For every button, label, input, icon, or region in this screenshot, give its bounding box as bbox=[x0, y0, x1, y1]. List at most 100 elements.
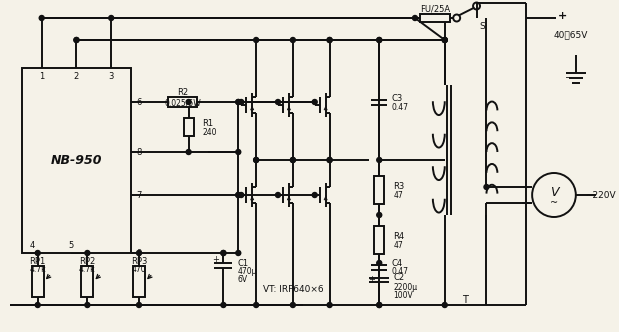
Circle shape bbox=[35, 251, 40, 256]
Text: S: S bbox=[480, 22, 485, 31]
Circle shape bbox=[85, 251, 90, 256]
Text: +: + bbox=[368, 275, 375, 284]
Circle shape bbox=[290, 302, 295, 307]
Circle shape bbox=[377, 212, 382, 217]
Text: +: + bbox=[212, 256, 219, 265]
Text: NB-950: NB-950 bbox=[51, 154, 102, 167]
Text: C2: C2 bbox=[393, 274, 404, 283]
Text: 6: 6 bbox=[136, 98, 141, 107]
Text: 9: 9 bbox=[136, 248, 141, 258]
Circle shape bbox=[377, 157, 382, 162]
Bar bbox=[374, 226, 384, 254]
Bar bbox=[184, 118, 194, 136]
Text: T: T bbox=[462, 295, 467, 305]
Circle shape bbox=[275, 193, 280, 198]
Circle shape bbox=[290, 38, 295, 42]
Circle shape bbox=[377, 302, 382, 307]
Circle shape bbox=[85, 302, 90, 307]
Circle shape bbox=[74, 38, 79, 42]
Text: 470μ: 470μ bbox=[237, 267, 257, 276]
Text: 100V: 100V bbox=[393, 291, 413, 300]
Circle shape bbox=[186, 100, 191, 105]
Text: 1: 1 bbox=[39, 71, 45, 80]
Text: 2: 2 bbox=[74, 71, 79, 80]
Circle shape bbox=[312, 100, 317, 105]
Bar bbox=[133, 266, 145, 297]
Text: RP3: RP3 bbox=[131, 257, 147, 266]
Circle shape bbox=[377, 38, 382, 42]
Text: 240: 240 bbox=[202, 127, 217, 136]
Circle shape bbox=[221, 251, 226, 256]
Circle shape bbox=[137, 302, 142, 307]
Circle shape bbox=[443, 38, 448, 42]
Text: C3: C3 bbox=[391, 94, 402, 103]
Bar bbox=[32, 266, 44, 297]
Circle shape bbox=[239, 100, 244, 105]
Circle shape bbox=[327, 157, 332, 162]
Text: FU/25A: FU/25A bbox=[420, 5, 450, 14]
Bar bbox=[22, 68, 131, 253]
Circle shape bbox=[137, 251, 142, 256]
Bar bbox=[168, 97, 197, 107]
Text: 4.7k: 4.7k bbox=[79, 265, 96, 274]
Text: 40～65V: 40～65V bbox=[553, 31, 588, 40]
Circle shape bbox=[377, 38, 382, 42]
Circle shape bbox=[327, 38, 332, 42]
Circle shape bbox=[186, 149, 191, 154]
Circle shape bbox=[39, 16, 44, 21]
Text: ~220V: ~220V bbox=[586, 191, 616, 200]
Bar bbox=[82, 266, 93, 297]
Circle shape bbox=[239, 193, 244, 198]
Circle shape bbox=[484, 185, 489, 190]
Bar bbox=[420, 14, 450, 22]
Text: R2: R2 bbox=[177, 88, 188, 97]
Circle shape bbox=[327, 38, 332, 42]
Circle shape bbox=[74, 38, 79, 42]
Text: 4.7k: 4.7k bbox=[30, 265, 46, 274]
Bar bbox=[374, 176, 384, 204]
Text: V: V bbox=[550, 186, 558, 199]
Text: 3: 3 bbox=[108, 71, 114, 80]
Text: 2200μ: 2200μ bbox=[393, 283, 417, 291]
Text: R3: R3 bbox=[393, 182, 404, 191]
Circle shape bbox=[327, 157, 332, 162]
Circle shape bbox=[254, 38, 259, 42]
Text: VT: IRF640×6: VT: IRF640×6 bbox=[262, 286, 323, 294]
Circle shape bbox=[254, 157, 259, 162]
Circle shape bbox=[221, 302, 226, 307]
Circle shape bbox=[312, 193, 317, 198]
Circle shape bbox=[236, 149, 241, 154]
Text: 0.025/5W: 0.025/5W bbox=[164, 99, 201, 108]
Circle shape bbox=[221, 251, 226, 256]
Circle shape bbox=[443, 38, 448, 42]
Circle shape bbox=[290, 157, 295, 162]
Text: R4: R4 bbox=[393, 231, 404, 240]
Text: RP1: RP1 bbox=[30, 257, 46, 266]
Text: C1: C1 bbox=[237, 259, 248, 268]
Circle shape bbox=[275, 100, 280, 105]
Circle shape bbox=[254, 157, 259, 162]
Text: 8: 8 bbox=[136, 147, 141, 156]
Text: −: − bbox=[565, 73, 573, 83]
Circle shape bbox=[236, 100, 241, 105]
Text: 470: 470 bbox=[132, 265, 146, 274]
Text: 4: 4 bbox=[29, 240, 35, 250]
Circle shape bbox=[109, 16, 114, 21]
Text: R1: R1 bbox=[202, 119, 214, 127]
Text: 47: 47 bbox=[393, 240, 403, 250]
Circle shape bbox=[254, 302, 259, 307]
Circle shape bbox=[236, 193, 241, 198]
Circle shape bbox=[327, 302, 332, 307]
Circle shape bbox=[377, 302, 382, 307]
Circle shape bbox=[412, 16, 417, 21]
Text: 0.47: 0.47 bbox=[391, 103, 408, 112]
Text: 0.47: 0.47 bbox=[391, 268, 408, 277]
Text: 47: 47 bbox=[393, 191, 403, 200]
Text: +: + bbox=[558, 11, 567, 21]
Text: RP2: RP2 bbox=[79, 257, 95, 266]
Circle shape bbox=[236, 251, 241, 256]
Circle shape bbox=[377, 261, 382, 266]
Text: ~: ~ bbox=[550, 198, 558, 208]
Circle shape bbox=[443, 38, 448, 42]
Text: 6V: 6V bbox=[237, 275, 248, 284]
